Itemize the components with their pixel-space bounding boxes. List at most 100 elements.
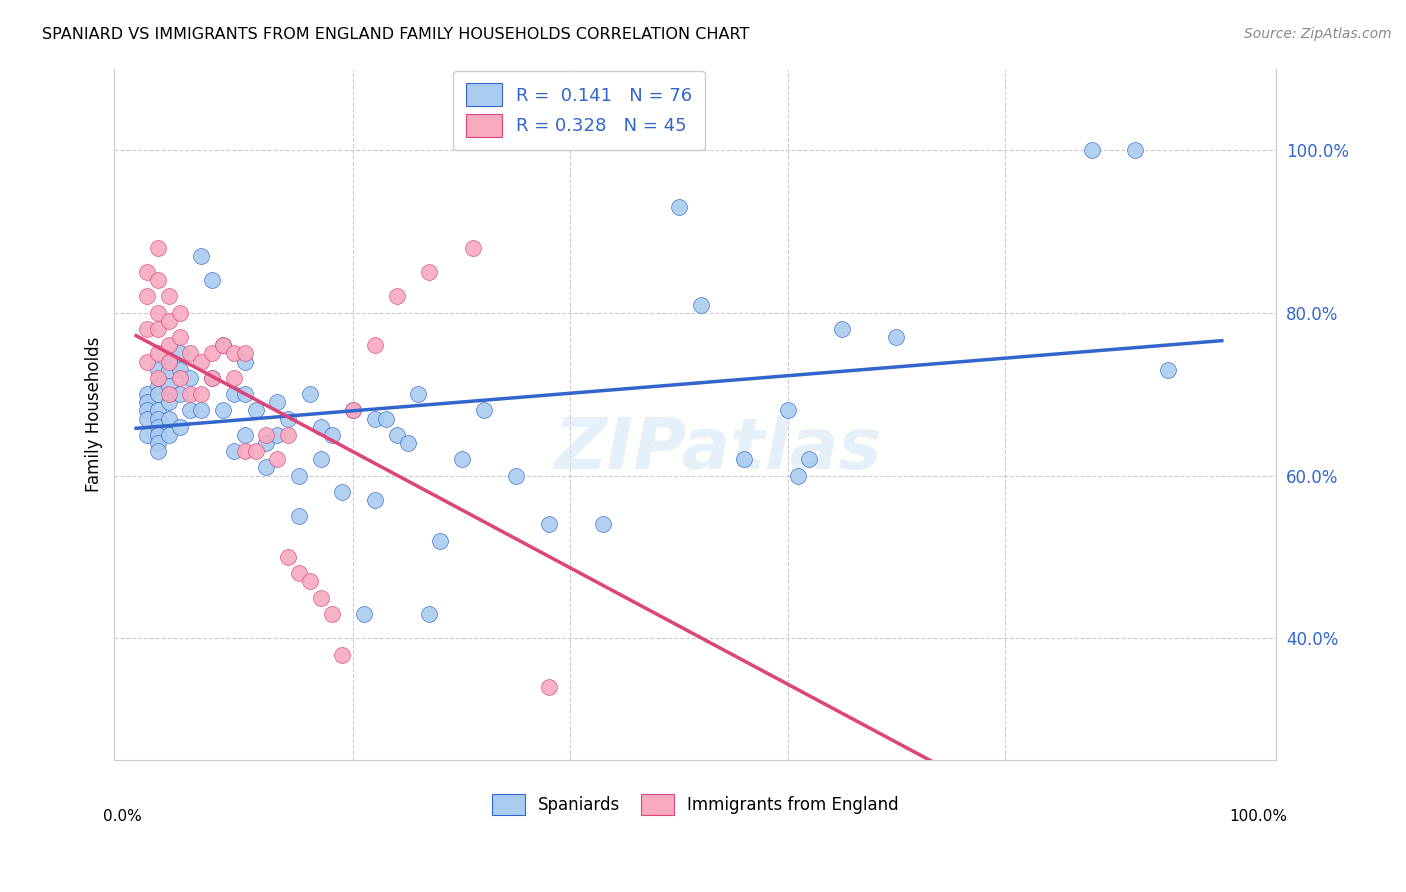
Point [245,403,267,417]
Point [201,346,224,360]
Point [169,346,191,360]
Point [233,387,256,401]
Point [201,273,224,287]
Point [146,436,169,450]
Text: ZIPatlas: ZIPatlas [555,415,882,483]
Point [190,403,212,417]
Point [169,330,191,344]
Point [146,362,169,376]
Point [212,338,235,352]
Point [146,346,169,360]
Point [201,371,224,385]
Point [505,468,527,483]
Point [461,241,484,255]
Point [169,362,191,376]
Point [537,517,560,532]
Point [309,452,332,467]
Point [136,387,159,401]
Point [277,549,299,564]
Point [309,419,332,434]
Point [385,289,408,303]
Point [136,354,159,368]
Point [254,427,277,442]
Point [592,517,614,532]
Point [146,387,169,401]
Point [157,314,180,328]
Point [157,427,180,442]
Text: SPANIARD VS IMMIGRANTS FROM ENGLAND FAMILY HOUSEHOLDS CORRELATION CHART: SPANIARD VS IMMIGRANTS FROM ENGLAND FAMI… [42,27,749,42]
Point [1123,143,1146,157]
Point [136,265,159,279]
Point [212,338,235,352]
Point [157,354,180,368]
Point [157,362,180,376]
Point [1080,143,1102,157]
Point [254,436,277,450]
Point [233,427,256,442]
Point [169,387,191,401]
Point [374,411,396,425]
Point [146,427,169,442]
Text: 0.0%: 0.0% [103,809,142,824]
Point [157,379,180,393]
Point [169,306,191,320]
Point [332,484,354,499]
Point [298,574,321,589]
Point [884,330,907,344]
Point [157,387,180,401]
Point [364,492,387,507]
Point [222,346,245,360]
Point [429,533,451,548]
Point [353,607,375,621]
Point [179,403,201,417]
Point [396,436,419,450]
Point [450,452,472,467]
Point [146,322,169,336]
Point [831,322,853,336]
Point [266,395,288,409]
Point [136,395,159,409]
Point [277,427,299,442]
Point [233,346,256,360]
Point [776,403,799,417]
Point [233,354,256,368]
Point [418,265,440,279]
Point [733,452,755,467]
Point [179,387,201,401]
Point [146,411,169,425]
Point [190,354,212,368]
Point [266,452,288,467]
Point [472,403,495,417]
Point [190,387,212,401]
Point [136,427,159,442]
Point [385,427,408,442]
Point [179,371,201,385]
Point [146,444,169,458]
Point [146,306,169,320]
Point [288,468,311,483]
Point [277,411,299,425]
Point [146,371,169,385]
Point [321,427,343,442]
Point [309,591,332,605]
Point [157,395,180,409]
Point [222,387,245,401]
Point [668,200,690,214]
Point [689,297,711,311]
Point [157,411,180,425]
Point [288,509,311,524]
Point [157,289,180,303]
Point [418,607,440,621]
Point [321,607,343,621]
Point [222,444,245,458]
Point [1156,362,1178,376]
Point [201,371,224,385]
Point [136,403,159,417]
Point [136,289,159,303]
Point [146,273,169,287]
Point [212,403,235,417]
Point [190,249,212,263]
Point [266,427,288,442]
Point [332,648,354,662]
Point [146,403,169,417]
